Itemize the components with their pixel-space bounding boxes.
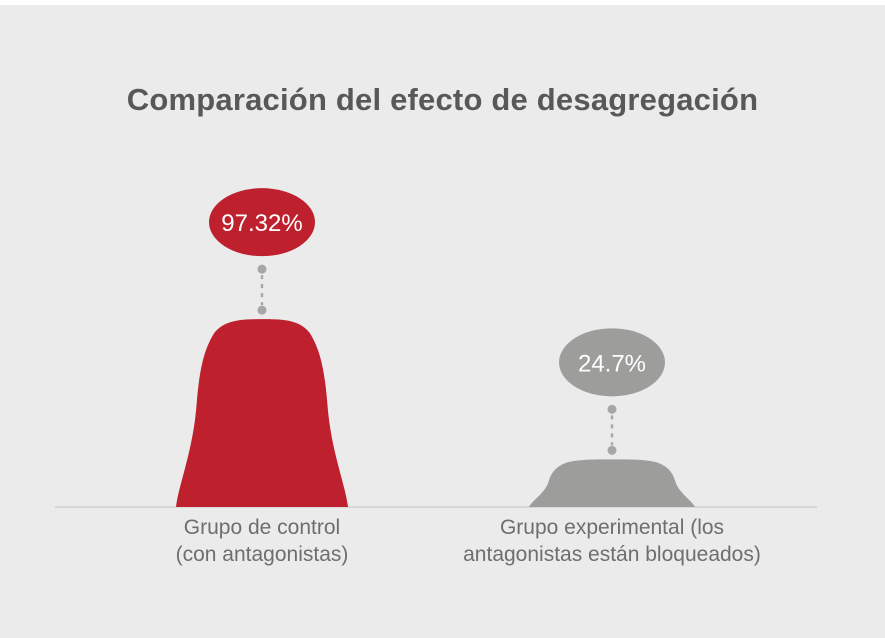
category-label-experimental-line1: Grupo experimental (los	[499, 516, 725, 539]
category-label-experimental-line2: antagonistas están bloqueados)	[463, 543, 761, 566]
value-label-1: 24.7%	[578, 350, 646, 377]
connector-dot-bottom-0	[257, 305, 267, 315]
category-label-control-line2: (con antagonistas)	[175, 543, 349, 566]
value-bubble-0	[209, 188, 315, 257]
connector-dot-bottom-1	[607, 445, 617, 455]
category-label-control-line1: Grupo de control	[183, 516, 341, 539]
top-margin-strip	[0, 0, 885, 5]
category-label-control: Grupo de control (con antagonistas)	[92, 514, 432, 568]
bell-curve-0	[176, 319, 348, 507]
value-label-0: 97.32%	[221, 210, 302, 237]
category-label-experimental: Grupo experimental (los antagonistas est…	[442, 514, 782, 568]
chart-title: Comparación del efecto de desagregación	[126, 82, 759, 117]
bell-curve-1	[529, 459, 695, 507]
connector-dot-top-0	[257, 264, 267, 274]
connector-dot-top-1	[607, 404, 617, 414]
value-bubble-1	[559, 328, 665, 397]
